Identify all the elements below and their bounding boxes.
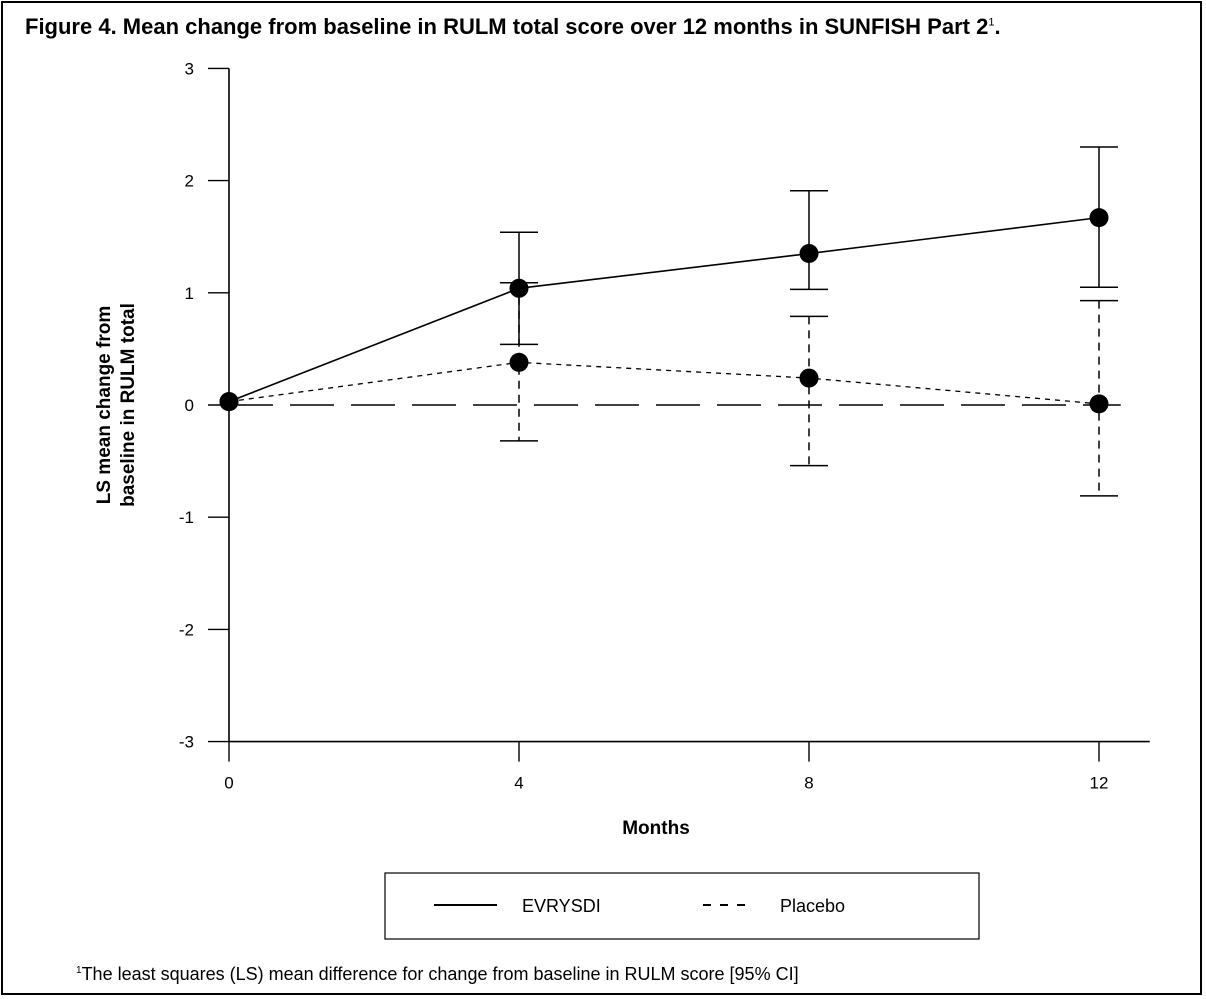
- series-group: [219, 146, 1118, 497]
- legend-label: EVRYSDI: [522, 896, 601, 916]
- x-tick-label: 12: [1090, 774, 1109, 793]
- figure-title-text: Figure 4. Mean change from baseline in R…: [25, 14, 989, 39]
- title-superscript: 1: [988, 16, 995, 29]
- data-point-placebo: [1089, 394, 1109, 414]
- y-tick-label: 1: [185, 284, 194, 303]
- figure-title: Figure 4. Mean change from baseline in R…: [25, 14, 1001, 39]
- data-point-placebo: [509, 352, 529, 372]
- series-evrysdi: [228, 146, 1118, 403]
- legend-label: Placebo: [780, 896, 845, 916]
- y-tick-label: -3: [179, 733, 194, 752]
- series-placebo: [228, 281, 1118, 497]
- x-tick-label: 0: [224, 774, 233, 793]
- y-tick-label: 0: [185, 396, 194, 415]
- data-point-placebo: [799, 368, 819, 388]
- data-point-evrysdi: [799, 244, 819, 264]
- x-axis-label: Months: [622, 818, 690, 839]
- footnote: 1The least squares (LS) mean difference …: [76, 964, 799, 985]
- y-tick-label: -1: [179, 508, 194, 527]
- y-axis-label: LS mean change from baseline in RULM tota…: [94, 303, 139, 507]
- y-tick-label: 2: [185, 172, 194, 191]
- y-tick-label: -2: [179, 620, 194, 639]
- footnote-marker: 1: [76, 965, 82, 976]
- y-axis-label-line: baseline in RULM total: [118, 303, 139, 507]
- data-point-placebo: [219, 392, 239, 412]
- series-line-evrysdi: [228, 216, 1100, 403]
- data-point-evrysdi: [1089, 208, 1109, 228]
- chart-axes: 3 2 1 0 -1 -2 -3 0 4 8 12 Months LS mean change from…: [94, 59, 1150, 839]
- x-tick-label: 8: [804, 774, 813, 793]
- series-line-placebo: [228, 361, 1100, 405]
- y-tick-label: 3: [185, 59, 194, 78]
- y-axis-label-line: LS mean change from: [94, 306, 115, 505]
- data-point-evrysdi: [509, 278, 529, 298]
- footnote-text: The least squares (LS) mean difference f…: [81, 964, 799, 984]
- legend: EVRYSDI Placebo: [384, 872, 980, 940]
- x-tick-label: 4: [514, 774, 523, 793]
